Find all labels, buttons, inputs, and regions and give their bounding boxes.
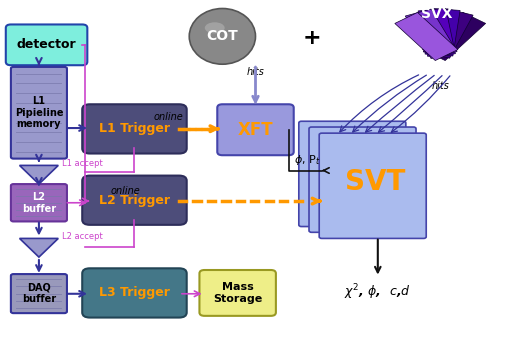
Ellipse shape (202, 20, 242, 53)
Text: $\chi^2$, $\phi$,  $c$,$d$: $\chi^2$, $\phi$, $c$,$d$ (344, 283, 411, 302)
Polygon shape (395, 13, 458, 60)
Text: online: online (110, 186, 140, 196)
FancyBboxPatch shape (319, 133, 426, 238)
Ellipse shape (205, 22, 225, 33)
Text: SVX: SVX (421, 7, 452, 21)
Ellipse shape (189, 9, 256, 64)
Text: L2 accept: L2 accept (62, 232, 103, 241)
Text: Mass
Storage: Mass Storage (213, 282, 262, 304)
FancyBboxPatch shape (217, 104, 294, 155)
Polygon shape (19, 165, 58, 184)
Text: L2
buffer: L2 buffer (22, 192, 56, 213)
Ellipse shape (193, 11, 252, 61)
FancyBboxPatch shape (11, 67, 67, 159)
Text: DAQ
buffer: DAQ buffer (22, 283, 56, 305)
Ellipse shape (196, 14, 249, 59)
Polygon shape (418, 8, 455, 56)
FancyBboxPatch shape (82, 268, 187, 317)
FancyBboxPatch shape (82, 104, 187, 153)
Text: +: + (302, 28, 321, 48)
Text: hits: hits (247, 67, 264, 77)
Text: L3 Trigger: L3 Trigger (99, 286, 170, 299)
Polygon shape (425, 9, 460, 56)
FancyBboxPatch shape (299, 121, 406, 226)
Ellipse shape (199, 17, 246, 56)
Text: detector: detector (17, 38, 76, 51)
FancyBboxPatch shape (6, 25, 87, 65)
FancyBboxPatch shape (309, 127, 416, 232)
Polygon shape (405, 9, 457, 59)
Text: XFT: XFT (238, 121, 273, 139)
Polygon shape (19, 238, 58, 257)
Text: online: online (154, 112, 183, 122)
Text: SVT: SVT (345, 168, 405, 196)
FancyBboxPatch shape (82, 176, 187, 225)
FancyBboxPatch shape (199, 270, 276, 316)
Polygon shape (423, 13, 485, 60)
Text: COT: COT (206, 29, 238, 43)
Polygon shape (423, 9, 473, 58)
FancyBboxPatch shape (11, 274, 67, 313)
Text: L1 accept: L1 accept (62, 159, 103, 168)
Text: $\phi$, P$_t$: $\phi$, P$_t$ (294, 153, 320, 167)
Text: L1 Trigger: L1 Trigger (99, 122, 170, 135)
FancyBboxPatch shape (11, 184, 67, 221)
Text: hits: hits (431, 81, 449, 91)
Text: L2 Trigger: L2 Trigger (99, 194, 170, 207)
Text: L1
Pipieline
memory: L1 Pipieline memory (15, 96, 63, 129)
